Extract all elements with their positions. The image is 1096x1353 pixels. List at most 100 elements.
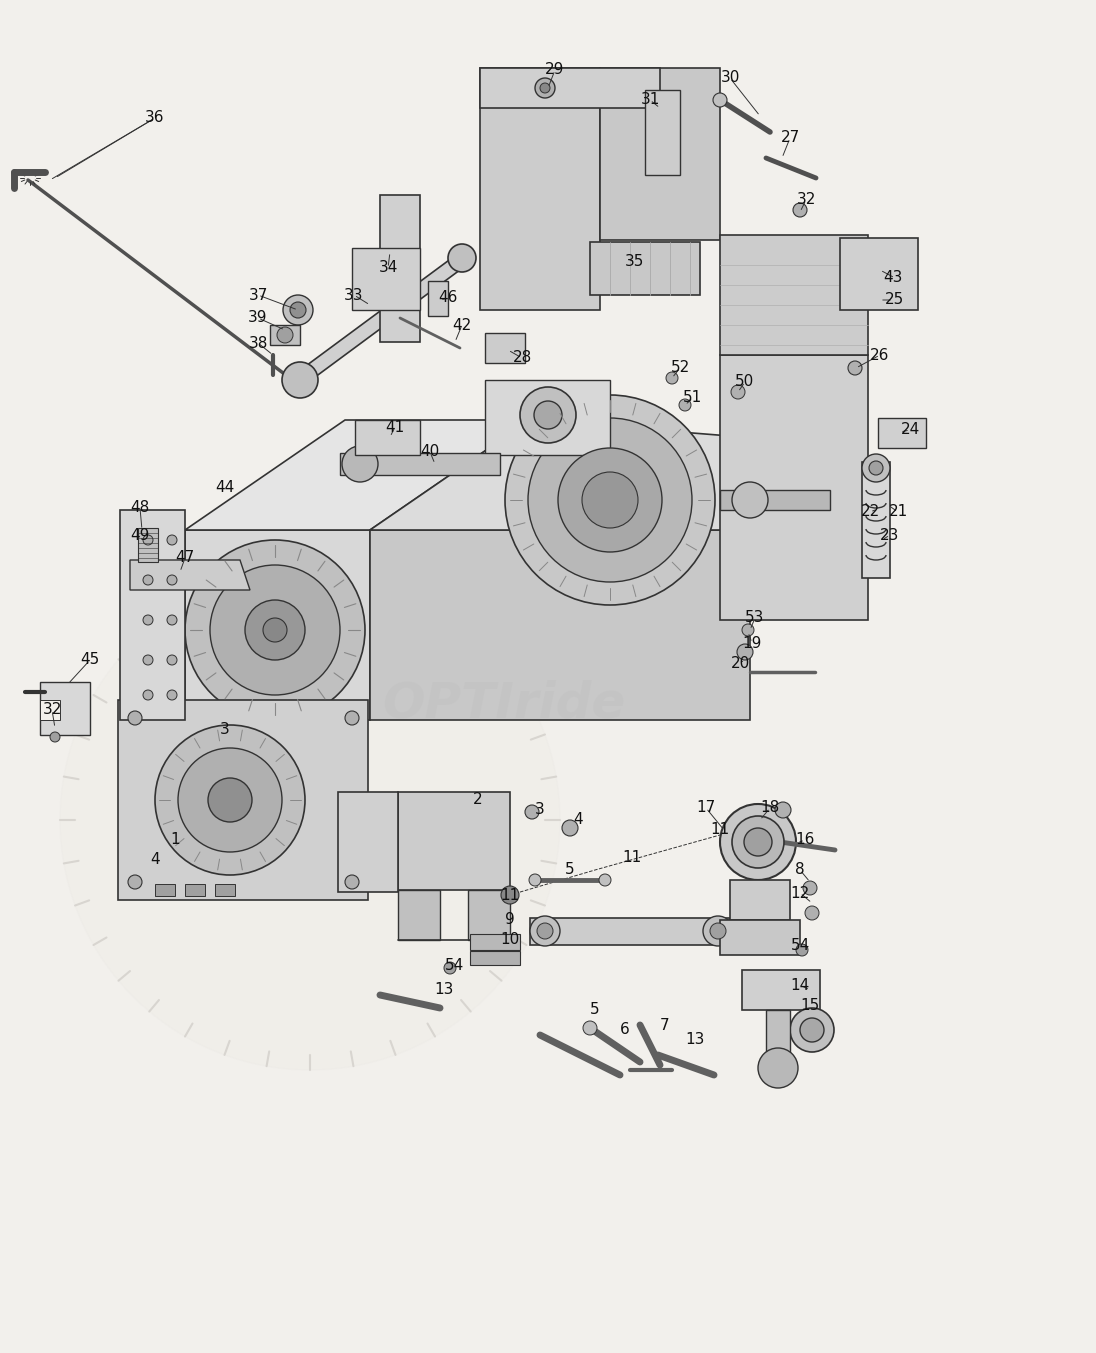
Circle shape [558,448,662,552]
Circle shape [210,566,340,695]
Circle shape [803,881,817,894]
Text: 5: 5 [590,1003,600,1017]
Polygon shape [39,682,90,735]
Text: 21: 21 [889,505,907,520]
Circle shape [861,455,890,482]
Circle shape [444,962,456,974]
Circle shape [666,372,678,384]
Bar [270,325,300,345]
Text: 4: 4 [573,813,583,828]
Circle shape [142,690,153,700]
Circle shape [528,418,692,582]
Text: 32: 32 [43,702,61,717]
Circle shape [345,875,359,889]
Text: 52: 52 [671,360,689,376]
Polygon shape [468,890,510,940]
Circle shape [167,616,176,625]
Circle shape [540,83,550,93]
Text: 53: 53 [745,610,765,625]
Circle shape [142,616,153,625]
Polygon shape [486,380,610,455]
Text: 9: 9 [505,912,515,928]
Circle shape [758,1049,798,1088]
Circle shape [732,482,768,518]
Polygon shape [39,700,60,720]
Bar [185,884,205,896]
Polygon shape [118,700,368,900]
Text: 35: 35 [626,254,644,269]
Text: 11: 11 [623,851,641,866]
Polygon shape [352,248,420,310]
Text: 30: 30 [720,70,740,85]
Circle shape [501,886,520,904]
Text: 42: 42 [453,318,471,333]
Circle shape [263,618,287,643]
Circle shape [731,386,745,399]
Bar [215,884,235,896]
Text: 47: 47 [175,551,195,566]
Text: 14: 14 [790,977,810,993]
Text: 19: 19 [742,636,762,651]
Polygon shape [119,510,185,720]
Text: 7: 7 [660,1017,670,1032]
Circle shape [246,599,305,660]
Polygon shape [878,418,926,448]
Circle shape [537,923,553,939]
Circle shape [520,387,576,442]
Polygon shape [185,530,370,720]
Circle shape [530,916,560,946]
Text: 16: 16 [796,832,814,847]
Text: 28: 28 [512,350,532,365]
Text: 54: 54 [790,938,810,953]
Circle shape [208,778,252,823]
Polygon shape [138,528,158,561]
Text: 49: 49 [130,528,150,543]
Circle shape [703,916,733,946]
Circle shape [167,690,176,700]
Circle shape [869,461,883,475]
Circle shape [742,624,754,636]
Text: 13: 13 [434,982,454,997]
Circle shape [50,732,60,741]
Circle shape [794,203,807,216]
Text: 31: 31 [640,92,660,107]
Text: 24: 24 [901,422,920,437]
Polygon shape [398,890,439,940]
Circle shape [155,725,305,875]
Polygon shape [295,252,468,386]
Circle shape [720,804,796,879]
Text: 11: 11 [501,888,520,902]
Text: 40: 40 [421,445,439,460]
Circle shape [744,828,772,856]
Circle shape [283,295,313,325]
Polygon shape [742,970,820,1009]
Circle shape [800,1017,824,1042]
Text: 46: 46 [438,291,458,306]
Text: 8: 8 [796,862,804,878]
Text: 54: 54 [444,958,464,973]
Text: 10: 10 [501,932,520,947]
Circle shape [282,363,318,398]
Circle shape [775,802,791,819]
Text: 37: 37 [249,287,267,303]
Text: 3: 3 [535,802,545,817]
Circle shape [167,534,176,545]
Circle shape [525,805,539,819]
Circle shape [167,575,176,584]
Circle shape [535,78,555,97]
Bar [155,884,175,896]
Text: 6: 6 [620,1023,630,1038]
Circle shape [796,944,808,957]
Text: 4: 4 [150,852,160,867]
Circle shape [732,816,784,869]
Text: 1: 1 [170,832,180,847]
Circle shape [713,93,727,107]
Text: 32: 32 [797,192,815,207]
Polygon shape [185,419,530,530]
Polygon shape [720,235,868,354]
Polygon shape [355,419,420,455]
Text: OPTIride: OPTIride [383,679,626,728]
Text: 17: 17 [696,801,716,816]
Text: 11: 11 [710,823,730,838]
Text: 45: 45 [80,652,100,667]
